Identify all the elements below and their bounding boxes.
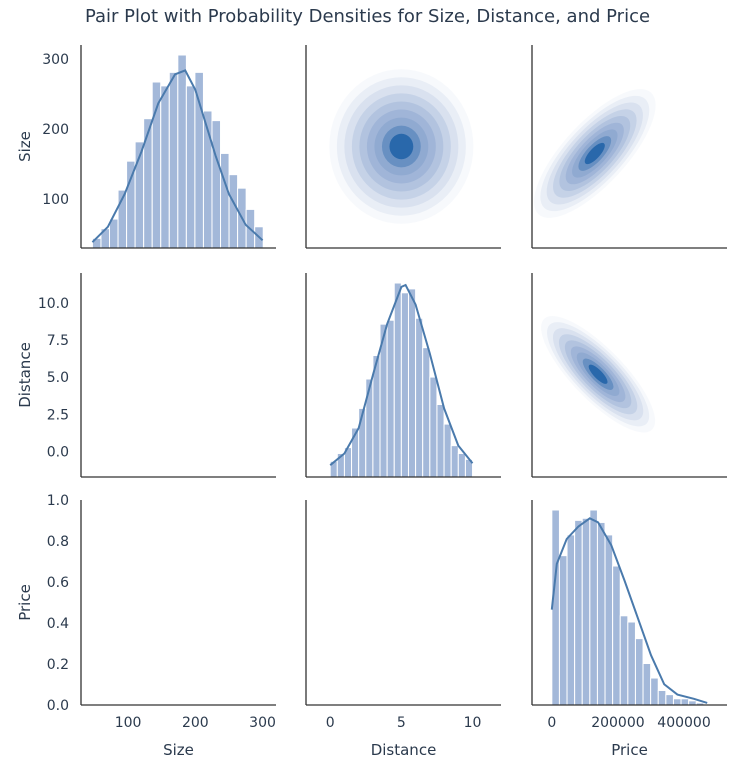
- kde-curve-size: [91, 69, 264, 243]
- histogram-bar: [177, 54, 187, 249]
- density-contour-level: [584, 142, 605, 165]
- y-tick-label: 0.2: [47, 657, 69, 673]
- y-tick-label: 1.0: [47, 493, 69, 509]
- histogram-bar: [589, 509, 598, 706]
- histogram-size: [91, 54, 264, 249]
- histogram-bar: [566, 534, 576, 706]
- histogram-distance: [329, 282, 474, 478]
- y-tick-label: 10.0: [38, 296, 69, 312]
- x-tick-label: 0: [547, 715, 556, 731]
- histogram-bar: [407, 288, 417, 478]
- histogram-bar: [185, 85, 196, 249]
- y-tick-label: 0.6: [47, 575, 69, 591]
- y-tick-label: 0.4: [47, 616, 69, 632]
- x-tick-label: 0: [326, 715, 335, 731]
- histogram-bar: [143, 118, 153, 249]
- histogram-bar: [386, 319, 395, 478]
- histogram-bar: [365, 378, 374, 478]
- y-tick-label: 300: [42, 52, 69, 68]
- y-tick-label: 5.0: [47, 370, 69, 386]
- density-contour-level: [389, 133, 414, 160]
- x-axis-label-distance: Distance: [371, 741, 437, 759]
- histogram-bar: [443, 423, 452, 478]
- histogram-bar: [220, 152, 230, 249]
- y-axis-label-price: Price: [16, 584, 34, 621]
- x-tick-label: 100: [115, 715, 142, 731]
- y-axis-label-size: Size: [16, 131, 34, 162]
- histogram-bar: [228, 174, 239, 249]
- x-tick-label: 400000: [657, 715, 710, 731]
- y-tick-label: 0.0: [47, 445, 69, 461]
- histogram-bar: [619, 615, 629, 706]
- kde-curve-price: [550, 517, 708, 704]
- histogram-bar: [422, 347, 431, 478]
- histogram-bar: [657, 689, 667, 706]
- y-tick-label: 0.0: [47, 698, 69, 714]
- histogram-bar: [574, 519, 583, 706]
- histogram-bar: [581, 517, 591, 706]
- histogram-bar: [558, 555, 568, 706]
- histogram-bar: [665, 694, 674, 706]
- histogram-bar: [457, 452, 466, 478]
- y-tick-label: 0.8: [47, 534, 69, 550]
- y-tick-label: 100: [42, 192, 69, 208]
- x-tick-label: 5: [397, 715, 406, 731]
- x-axis-label-size: Size: [163, 741, 194, 759]
- histogram-bar: [400, 292, 409, 478]
- density-price-vs-distance: [541, 316, 656, 433]
- y-tick-label: 2.5: [47, 407, 69, 423]
- histogram-bar: [415, 317, 424, 478]
- y-tick-label: 200: [42, 122, 69, 138]
- histogram-bar: [436, 403, 445, 478]
- kde-curve-distance: [329, 283, 474, 466]
- histogram-bar: [634, 638, 644, 706]
- density-price-vs-size: [533, 89, 656, 218]
- histogram-bar: [604, 534, 614, 706]
- histogram-price: [551, 509, 705, 706]
- y-axis-label-distance: Distance: [16, 342, 34, 408]
- histogram-bar: [393, 282, 402, 478]
- x-tick-label: 300: [249, 715, 276, 731]
- histogram-bar: [194, 71, 204, 249]
- y-tick-label: 7.5: [47, 333, 69, 349]
- histogram-bar: [109, 218, 119, 249]
- density-contour-level: [588, 364, 608, 384]
- histogram-bar: [429, 376, 438, 478]
- histogram-bar: [672, 698, 682, 706]
- histogram-bar: [160, 85, 170, 249]
- histogram-bar: [627, 621, 636, 706]
- x-tick-label: 200000: [591, 715, 644, 731]
- x-tick-label: 200: [182, 715, 209, 731]
- histogram-bar: [211, 120, 222, 249]
- histogram-bar: [612, 565, 621, 706]
- histogram-bar: [650, 677, 659, 706]
- histogram-bar: [642, 663, 652, 706]
- histogram-bar: [168, 71, 179, 249]
- x-axis-label-price: Price: [611, 741, 648, 759]
- histogram-bar: [596, 521, 606, 706]
- histogram-bar: [450, 445, 459, 478]
- histogram-bar: [680, 698, 690, 706]
- density-distance-vs-size: [329, 69, 474, 224]
- histogram-bar: [126, 160, 136, 249]
- chart-title: Pair Plot with Probability Densities for…: [84, 6, 651, 27]
- x-tick-label: 10: [464, 715, 482, 731]
